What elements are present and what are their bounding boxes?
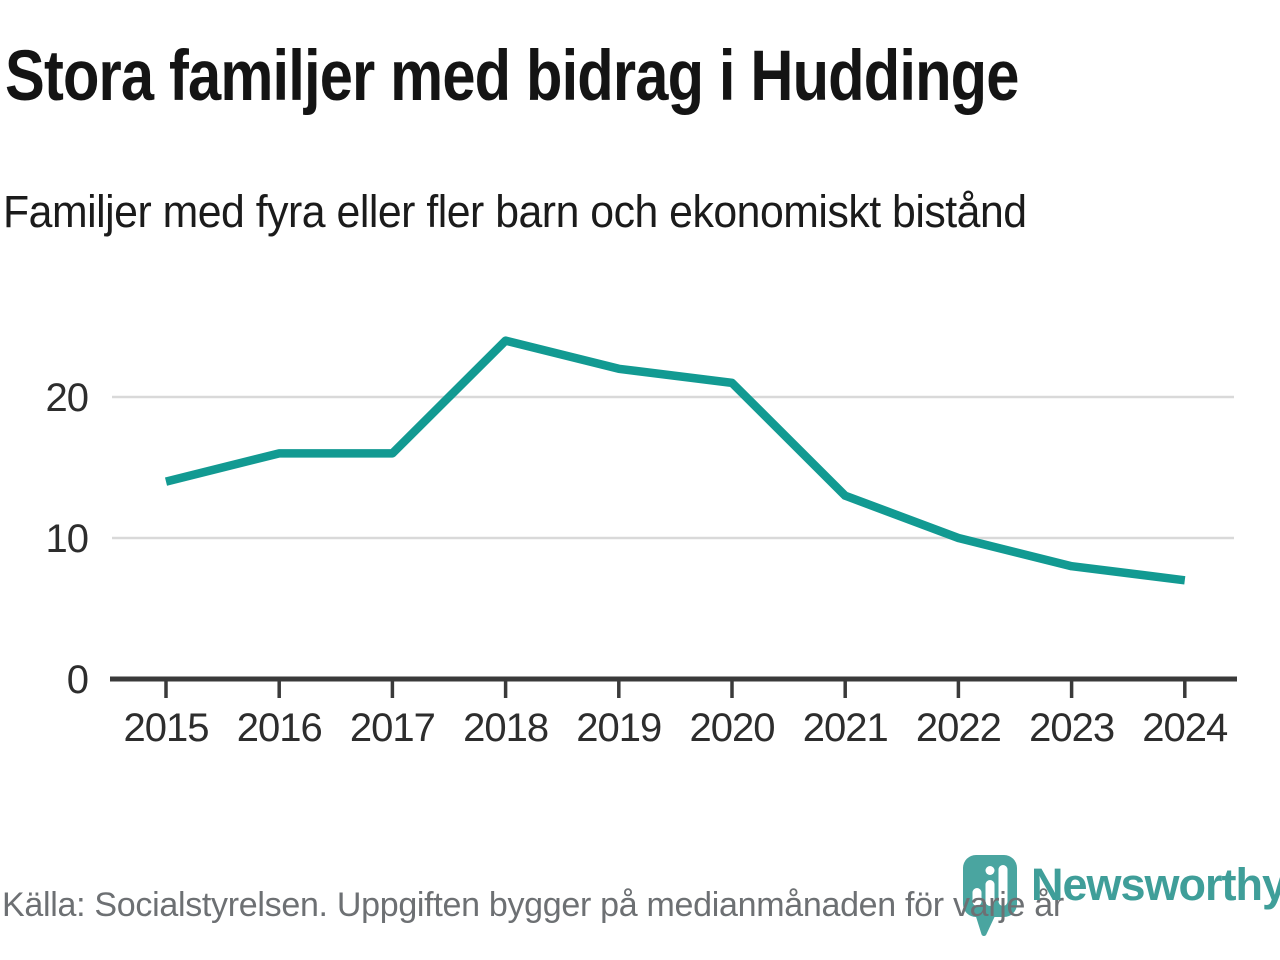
pin-bar-medium	[985, 880, 995, 906]
data-line	[164, 336, 1186, 585]
x-axis-label: 2021	[803, 706, 888, 750]
x-axis-label: 2019	[576, 706, 661, 750]
pin-bar-short	[972, 888, 982, 906]
x-axis-label: 2015	[124, 706, 209, 750]
pin-dot	[985, 866, 995, 875]
y-axis-label: 20	[46, 376, 89, 420]
chart-subtitle: Familjer med fyra eller fler barn och ek…	[3, 186, 1027, 237]
x-axis-label: 2017	[350, 706, 435, 750]
y-axis-label: 0	[67, 658, 88, 702]
y-axis-label: 10	[46, 517, 89, 561]
brand-wordmark: Newsworthy	[1031, 859, 1280, 910]
chart-title: Stora familjer med bidrag i Huddinge	[5, 37, 1019, 116]
source-note: Källa: Socialstyrelsen. Uppgiften bygger…	[2, 886, 1064, 924]
newsworthy-pin-icon	[963, 855, 1017, 936]
x-axis-label: 2022	[916, 706, 1001, 750]
x-axis-label: 2020	[690, 706, 775, 750]
x-axis-label: 2016	[237, 706, 322, 750]
x-axis-label: 2024	[1142, 706, 1228, 750]
pin-bar-tall	[998, 865, 1008, 906]
x-axis-label: 2023	[1029, 706, 1114, 750]
x-axis-label: 2018	[463, 706, 548, 750]
